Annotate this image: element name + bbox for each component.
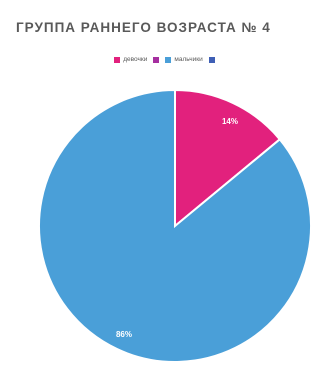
pie-label-1: 86% [116,330,132,339]
legend-swatch-boys [165,56,172,63]
legend-entry-4 [208,56,215,63]
pie-slice-1 [38,88,312,363]
legend-entry-2 [153,56,160,63]
legend-swatch-2 [153,56,160,63]
legend-label-boys: мальчики [174,56,203,63]
pie-label-0: 14% [222,117,238,126]
chart-title: ГРУППА РАННЕГО ВОЗРАСТА № 4 [16,20,271,35]
pie-slice-0 [174,88,282,229]
legend-entry-girls: девочки [114,56,147,63]
legend-entry-boys: мальчики [165,56,203,63]
legend-swatch-4 [208,56,215,63]
legend-swatch-girls [114,56,121,63]
chart-legend: девочки мальчики [0,56,329,63]
legend-label-girls: девочки [123,56,148,63]
